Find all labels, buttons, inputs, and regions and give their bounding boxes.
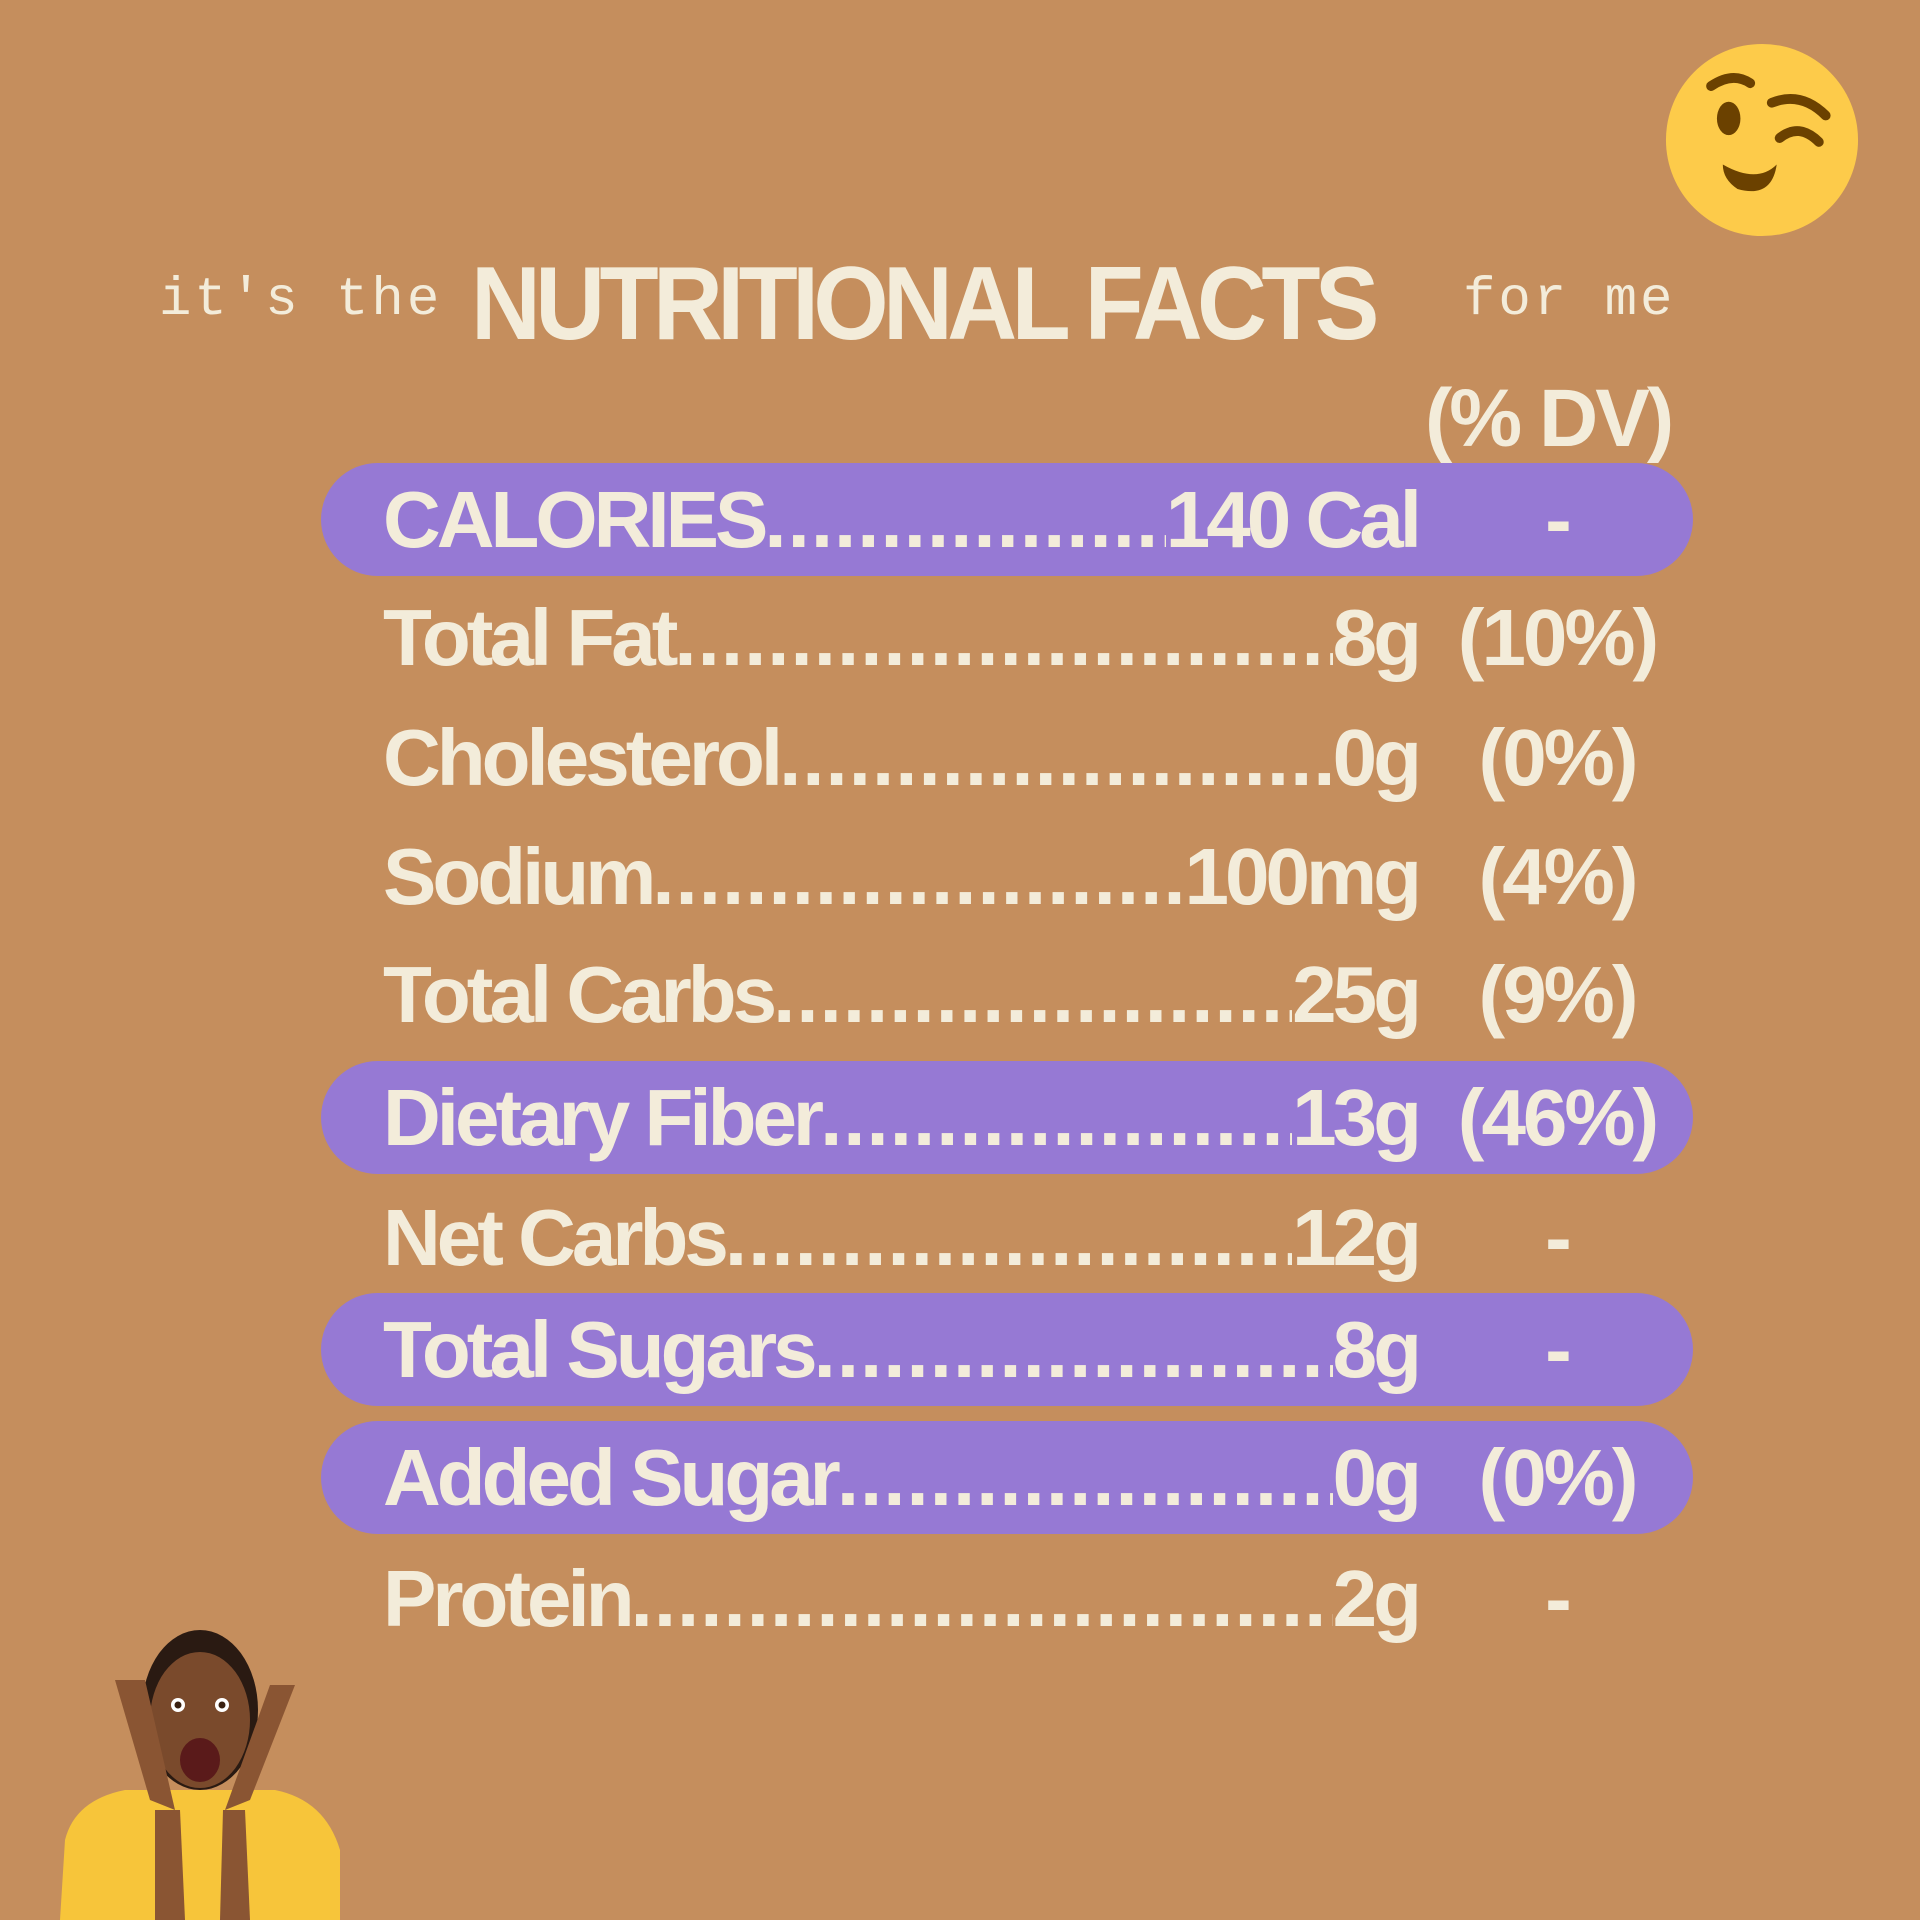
daily-value-percent: (9%) bbox=[1478, 949, 1639, 1039]
dot-leader: ........................................… bbox=[652, 831, 1185, 921]
dot-leader: ........................................… bbox=[764, 474, 1165, 564]
nutrient-row-total-sugars: Total Sugars ...........................… bbox=[321, 1293, 1693, 1406]
nutrient-name: Total Sugars bbox=[383, 1304, 818, 1394]
daily-value-percent: (0%) bbox=[1478, 1432, 1639, 1522]
nutrient-amount: 2g bbox=[1332, 1553, 1418, 1643]
daily-value-percent: (0%) bbox=[1478, 712, 1639, 802]
nutrient-row-protein: Protein ................................… bbox=[321, 1542, 1693, 1655]
nutrient-name: Added Sugar bbox=[383, 1432, 841, 1522]
headline-suffix: for me bbox=[1463, 270, 1676, 331]
nutrient-row-total-fat: Total Fat ..............................… bbox=[321, 581, 1693, 694]
nutrient-row-dietary-fiber: Dietary Fiber ..........................… bbox=[321, 1061, 1693, 1174]
headline-prefix: it's the bbox=[159, 270, 443, 331]
nutrient-name: Total Fat bbox=[383, 592, 678, 682]
nutrient-amount: 100mg bbox=[1184, 831, 1418, 921]
nutrient-label-line: Sodium .................................… bbox=[383, 831, 1418, 923]
nutrient-name: CALORIES bbox=[383, 474, 768, 564]
nutrient-name: Total Carbs bbox=[383, 949, 777, 1039]
nutrient-row-added-sugar: Added Sugar ............................… bbox=[321, 1421, 1693, 1534]
nutrient-row-net-carbs: Net Carbs ..............................… bbox=[321, 1181, 1693, 1294]
daily-value-percent: - bbox=[1545, 474, 1572, 564]
daily-value-percent: (10%) bbox=[1457, 592, 1659, 682]
nutrient-row-total-carbs: Total Carbs ............................… bbox=[321, 938, 1693, 1051]
nutrient-row-cholesterol: Cholesterol ............................… bbox=[321, 701, 1693, 814]
dot-leader: ........................................… bbox=[674, 592, 1332, 682]
nutrient-amount: 12g bbox=[1292, 1192, 1418, 1282]
dot-leader: ........................................… bbox=[813, 1304, 1333, 1394]
dot-leader: ........................................… bbox=[779, 712, 1333, 802]
nutrient-label-line: Dietary Fiber ..........................… bbox=[383, 1072, 1418, 1164]
dot-leader: ........................................… bbox=[820, 1072, 1292, 1162]
nutrient-amount: 13g bbox=[1292, 1072, 1418, 1162]
winking-face-emoji-icon bbox=[1665, 43, 1859, 237]
nutrient-label-line: Protein ................................… bbox=[383, 1553, 1418, 1645]
nutrient-name: Dietary Fiber bbox=[383, 1072, 824, 1162]
daily-value-percent: - bbox=[1545, 1304, 1572, 1394]
dot-leader: ........................................… bbox=[773, 949, 1292, 1039]
nutrient-name: Cholesterol bbox=[383, 712, 783, 802]
nutrient-row-sodium: Sodium .................................… bbox=[321, 820, 1693, 933]
nutrient-amount: 8g bbox=[1332, 592, 1418, 682]
nutrient-name: Protein bbox=[383, 1553, 635, 1643]
nutrient-label-line: Total Carbs ............................… bbox=[383, 949, 1418, 1041]
dot-leader: ........................................… bbox=[836, 1432, 1333, 1522]
nutrient-name: Net Carbs bbox=[383, 1192, 729, 1282]
surprised-woman-photo bbox=[60, 1630, 340, 1920]
nutrient-label-line: Total Sugars ...........................… bbox=[383, 1304, 1418, 1396]
nutrient-label-line: CALORIES ...............................… bbox=[383, 474, 1418, 566]
nutrient-amount: 0g bbox=[1332, 712, 1418, 802]
nutrient-label-line: Net Carbs ..............................… bbox=[383, 1192, 1418, 1284]
daily-value-percent: - bbox=[1545, 1192, 1572, 1282]
nutrient-amount: 25g bbox=[1292, 949, 1418, 1039]
nutrient-amount: 8g bbox=[1332, 1304, 1418, 1394]
nutrient-label-line: Total Fat ..............................… bbox=[383, 592, 1418, 684]
nutrient-row-calories: CALORIES ...............................… bbox=[321, 463, 1693, 576]
daily-value-percent: (4%) bbox=[1478, 831, 1639, 921]
nutrient-name: Sodium bbox=[383, 831, 656, 921]
headline: it's the NUTRITIONAL FACTS for me bbox=[0, 245, 1920, 362]
dv-column-header: (% DV) bbox=[1425, 373, 1674, 464]
dot-leader: ........................................… bbox=[724, 1192, 1292, 1282]
nutrient-label-line: Added Sugar ............................… bbox=[383, 1432, 1418, 1524]
nutrient-amount: 140 Cal bbox=[1165, 474, 1418, 564]
daily-value-percent: - bbox=[1545, 1553, 1572, 1643]
dot-leader: ........................................… bbox=[630, 1553, 1333, 1643]
headline-main: NUTRITIONAL FACTS bbox=[471, 246, 1379, 362]
nutrient-label-line: Cholesterol ............................… bbox=[383, 712, 1418, 804]
nutrient-amount: 0g bbox=[1332, 1432, 1418, 1522]
daily-value-percent: (46%) bbox=[1457, 1072, 1659, 1162]
